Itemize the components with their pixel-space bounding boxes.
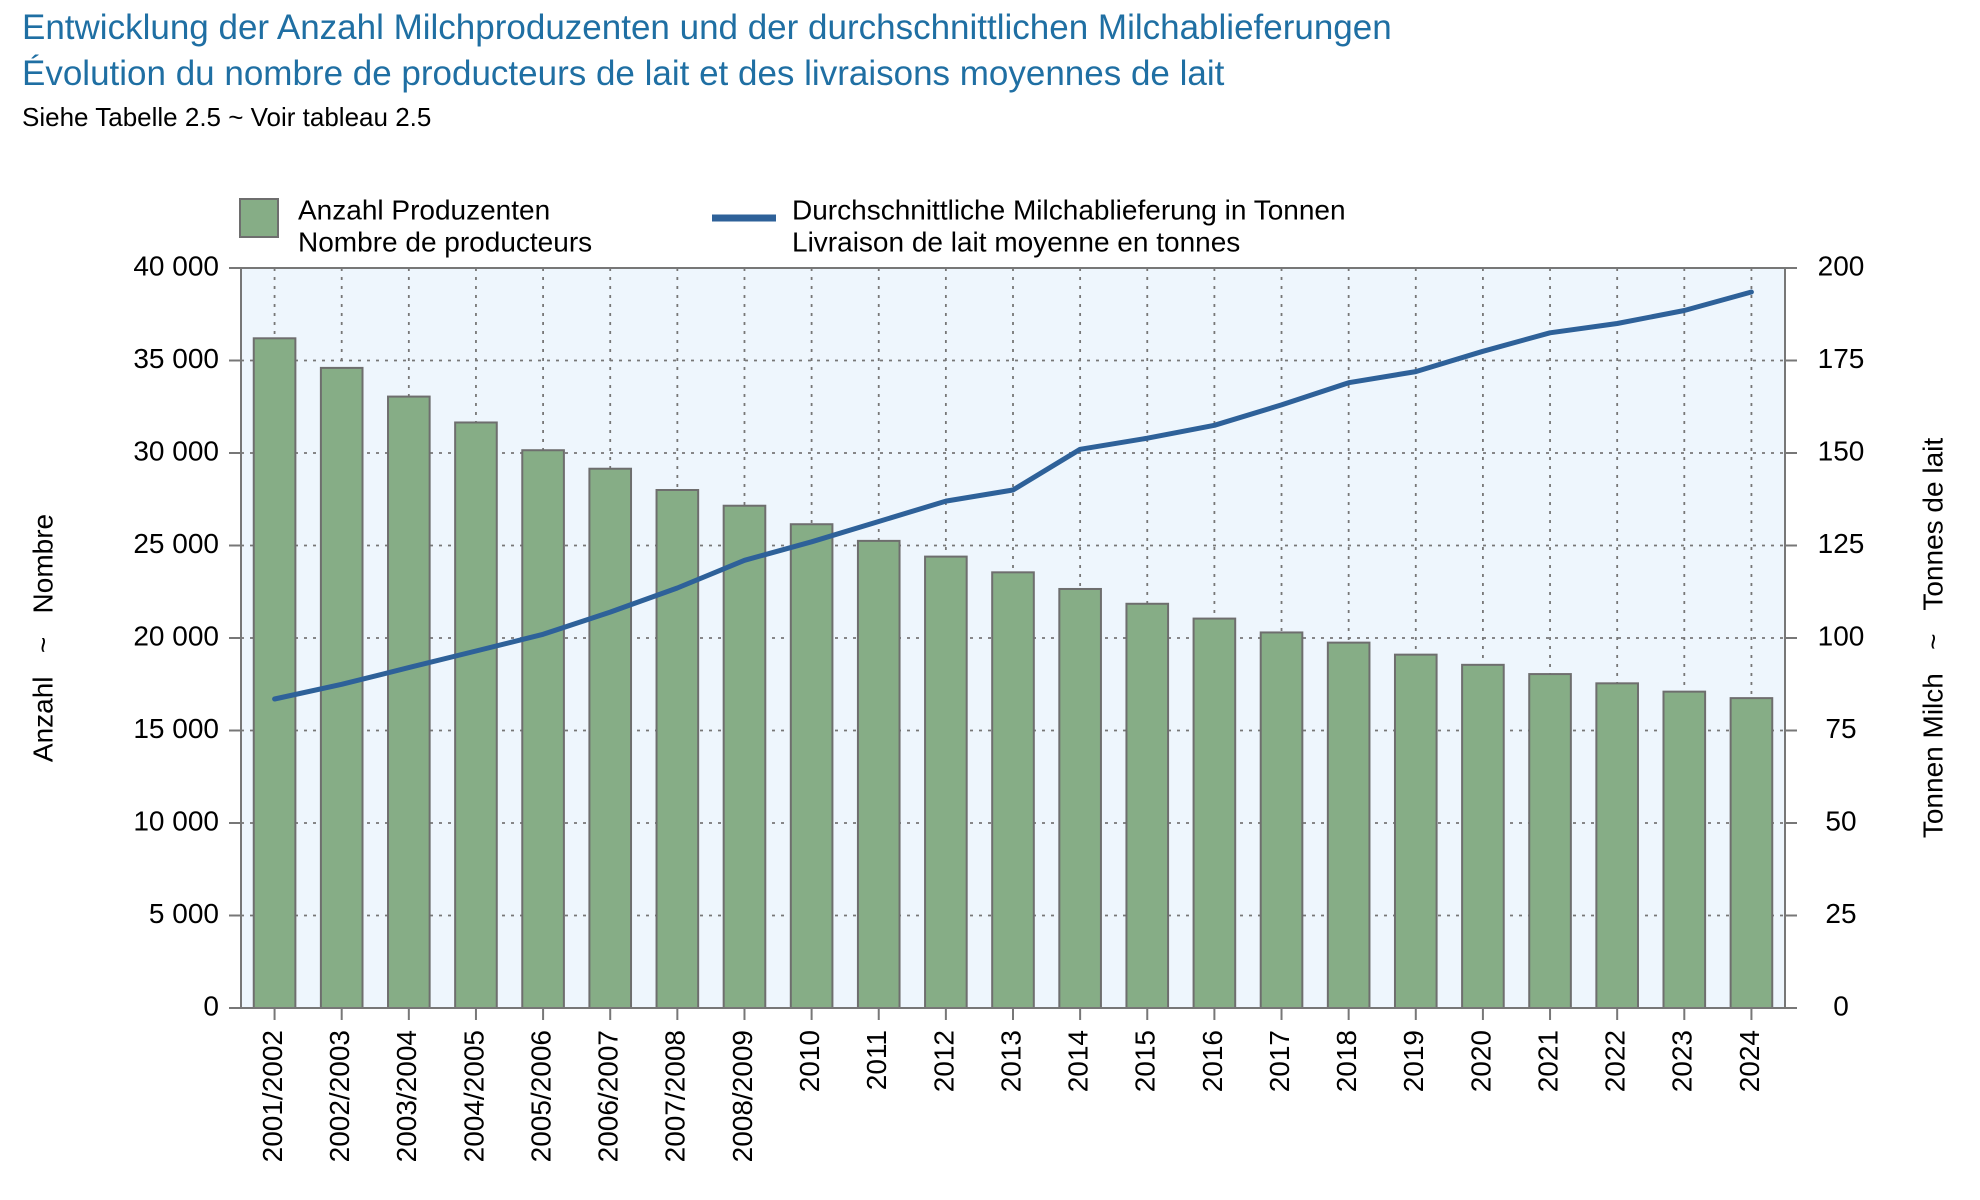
x-tick-label: 2024 (1734, 1030, 1765, 1092)
x-tick-label: 2020 (1465, 1030, 1496, 1092)
y-left-tick-label: 20 000 (133, 620, 219, 651)
y-right-tick-label: 50 (1825, 805, 1856, 836)
y-left-tick-label: 15 000 (133, 713, 219, 744)
bar-producers (1393, 653, 1438, 1010)
x-tick-label: 2006/2007 (593, 1030, 624, 1162)
y-right-tick-label: 0 (1833, 990, 1849, 1021)
x-tick-label: 2013 (995, 1030, 1026, 1092)
x-tick-label: 2022 (1600, 1030, 1631, 1092)
bar-producers (1058, 587, 1102, 1009)
x-tick-label: 2015 (1130, 1030, 1161, 1092)
legend-label-milk-de: Durchschnittliche Milchablieferung in To… (792, 194, 1346, 225)
y-left-tick-label: 35 000 (133, 343, 219, 374)
x-tick-label: 2010 (794, 1030, 825, 1092)
legend-label-producers-fr: Nombre de producteurs (298, 226, 592, 257)
x-tick-label: 2005/2006 (525, 1030, 556, 1162)
bar-producers (1595, 682, 1639, 1009)
chart-title-fr: Évolution du nombre de producteurs de la… (22, 54, 1225, 93)
bar-producers (1729, 697, 1774, 1009)
x-tick-label: 2014 (1063, 1030, 1094, 1092)
y-right-tick-label: 125 (1818, 528, 1865, 559)
chart-subtitle: Siehe Tabelle 2.5 ~ Voir tableau 2.5 (22, 102, 432, 132)
bar-producers (454, 421, 498, 1010)
bar-producers (722, 504, 767, 1009)
y-left-tick-label: 0 (203, 990, 219, 1021)
bar-producers (1528, 673, 1572, 1009)
bar-producers (856, 539, 901, 1009)
y-right-tick-label: 175 (1818, 343, 1865, 374)
x-tick-label: 2016 (1197, 1030, 1228, 1092)
x-tick-label: 2019 (1398, 1030, 1429, 1092)
y-right-tick-label: 75 (1825, 713, 1856, 744)
y-left-tick-label: 40 000 (133, 250, 219, 281)
bar-producers (1662, 690, 1707, 1010)
legend-label-producers-de: Anzahl Produzenten (298, 194, 550, 225)
x-tick-label: 2007/2008 (660, 1030, 691, 1162)
y-right-tick-label: 100 (1818, 620, 1865, 651)
y-right-axis-label: Tonnen Milch ~ Tonnes de lait (1917, 438, 1948, 839)
y-left-tick-label: 30 000 (133, 435, 219, 466)
y-left-tick-label: 5 000 (149, 898, 219, 929)
x-tick-label: 2011 (861, 1030, 892, 1090)
legend-swatch-producers (239, 198, 279, 238)
x-tick-label: 2021 (1532, 1030, 1563, 1092)
y-left-tick-label: 25 000 (133, 528, 219, 559)
bar-producers (924, 555, 968, 1009)
bar-producers (1461, 663, 1505, 1009)
x-tick-label: 2017 (1264, 1030, 1295, 1092)
y-right-tick-label: 25 (1825, 898, 1856, 929)
bar-producers (655, 489, 700, 1009)
bar-producers (387, 395, 431, 1009)
x-tick-label: 2004/2005 (458, 1030, 489, 1162)
bar-producers (521, 449, 565, 1010)
plot-frame (240, 267, 1786, 1009)
axes: 0 5 000 10 000 15 000 20 000 25 000 30 000 35 0… (133, 250, 1864, 1162)
x-tick-label: 2012 (928, 1030, 959, 1092)
bar-producers (588, 467, 633, 1010)
x-tick-label: 2008/2009 (727, 1030, 758, 1162)
legend-label-milk-fr: Livraison de lait moyenne en tonnes (792, 226, 1240, 257)
bar-producers (1259, 631, 1304, 1009)
x-tick-label: 2023 (1667, 1030, 1698, 1092)
bar-producers (1326, 641, 1371, 1009)
x-tick-label: 2018 (1331, 1030, 1362, 1092)
y-left-axis-label: Anzahl ~ Nombre (27, 514, 58, 762)
bar-producers (789, 523, 834, 1009)
x-tick-label: 2001/2002 (257, 1030, 288, 1162)
bar-producers (1192, 617, 1237, 1009)
bar-producers (991, 571, 1035, 1009)
x-tick-label: 2003/2004 (391, 1030, 422, 1162)
chart-title-de: Entwicklung der Anzahl Milchproduzenten … (22, 8, 1392, 47)
bar-producers (1125, 602, 1170, 1010)
x-tick-label: 2002/2003 (324, 1030, 355, 1162)
series-line-milk (272, 289, 1754, 702)
line-milk-delivery (272, 289, 1754, 702)
bar-producers (252, 337, 297, 1009)
legend: Anzahl Produzenten Nombre de producteurs… (239, 194, 1346, 257)
y-right-tick-label: 150 (1818, 435, 1865, 466)
y-left-tick-label: 10 000 (133, 805, 219, 836)
y-right-tick-label: 200 (1818, 250, 1865, 281)
